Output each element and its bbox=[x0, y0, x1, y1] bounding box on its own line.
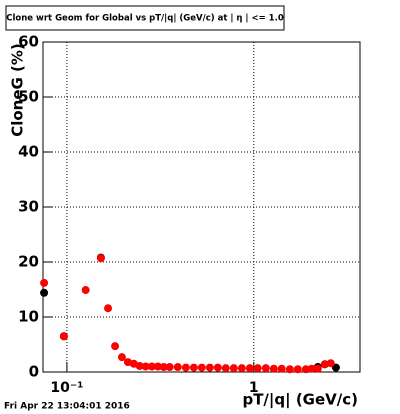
data-point bbox=[205, 363, 214, 372]
data-point bbox=[245, 364, 254, 373]
data-point bbox=[285, 365, 294, 374]
data-point bbox=[173, 363, 182, 372]
y-tick-label: 20 bbox=[18, 253, 39, 271]
data-point bbox=[96, 254, 105, 263]
y-tick-label: 60 bbox=[18, 33, 39, 51]
data-point bbox=[253, 364, 262, 373]
y-tick-label: 0 bbox=[29, 363, 39, 381]
data-point bbox=[165, 363, 174, 372]
data-point bbox=[229, 364, 238, 373]
data-point bbox=[159, 363, 168, 372]
x-axis-label: pT/|q| (GeV/c) bbox=[242, 391, 358, 410]
y-axis-label: CloneG (%) bbox=[9, 43, 27, 137]
x-tick-label: 10⁻¹ bbox=[50, 380, 83, 396]
y-tick-label: 10 bbox=[18, 308, 39, 326]
data-point bbox=[81, 286, 90, 295]
data-point bbox=[104, 304, 113, 313]
footer: Fri Apr 22 13:04:01 2016 bbox=[4, 402, 130, 412]
title-box bbox=[5, 5, 285, 31]
data-point bbox=[40, 278, 49, 287]
data-point bbox=[313, 364, 322, 373]
data-point bbox=[153, 362, 162, 371]
data-point bbox=[221, 364, 230, 373]
data-point bbox=[147, 362, 156, 371]
y-tick-label: 30 bbox=[18, 198, 39, 216]
data-point bbox=[213, 363, 222, 372]
data-point bbox=[261, 364, 270, 373]
data-point bbox=[301, 365, 310, 374]
data-point bbox=[135, 361, 144, 370]
data-point bbox=[141, 362, 150, 371]
data-point bbox=[293, 365, 302, 374]
data-point bbox=[189, 363, 198, 372]
data-point bbox=[307, 364, 316, 373]
y-tick-label: 40 bbox=[18, 143, 39, 161]
data-point bbox=[269, 364, 278, 373]
data-point bbox=[326, 359, 335, 368]
data-point bbox=[40, 288, 49, 297]
data-point bbox=[59, 332, 68, 341]
data-point bbox=[237, 364, 246, 373]
data-point bbox=[277, 364, 286, 373]
chart-title: Clone wrt Geom for Global vs pT/|q| (GeV… bbox=[6, 14, 284, 24]
data-point bbox=[117, 353, 126, 362]
y-tick-label: 50 bbox=[18, 88, 39, 106]
data-point bbox=[197, 363, 206, 372]
x-tick-label: 1 bbox=[249, 380, 259, 396]
data-point bbox=[111, 342, 120, 351]
data-point bbox=[181, 363, 190, 372]
